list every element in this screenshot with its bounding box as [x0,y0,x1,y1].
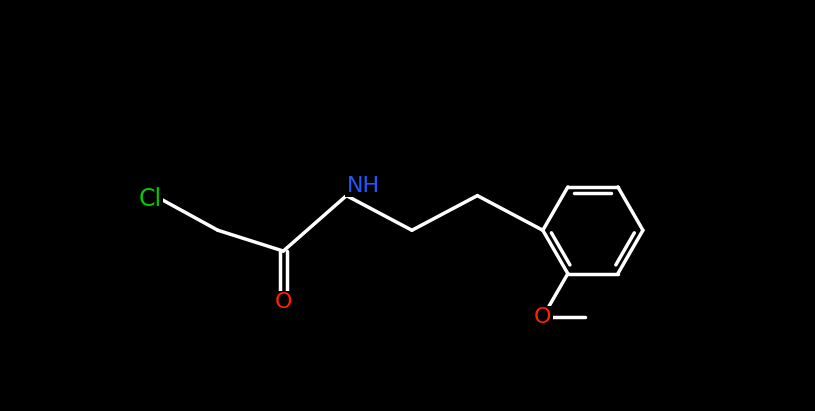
Text: O: O [534,307,552,327]
Text: NH: NH [346,175,380,196]
Text: O: O [275,292,292,312]
Text: Cl: Cl [139,187,161,212]
